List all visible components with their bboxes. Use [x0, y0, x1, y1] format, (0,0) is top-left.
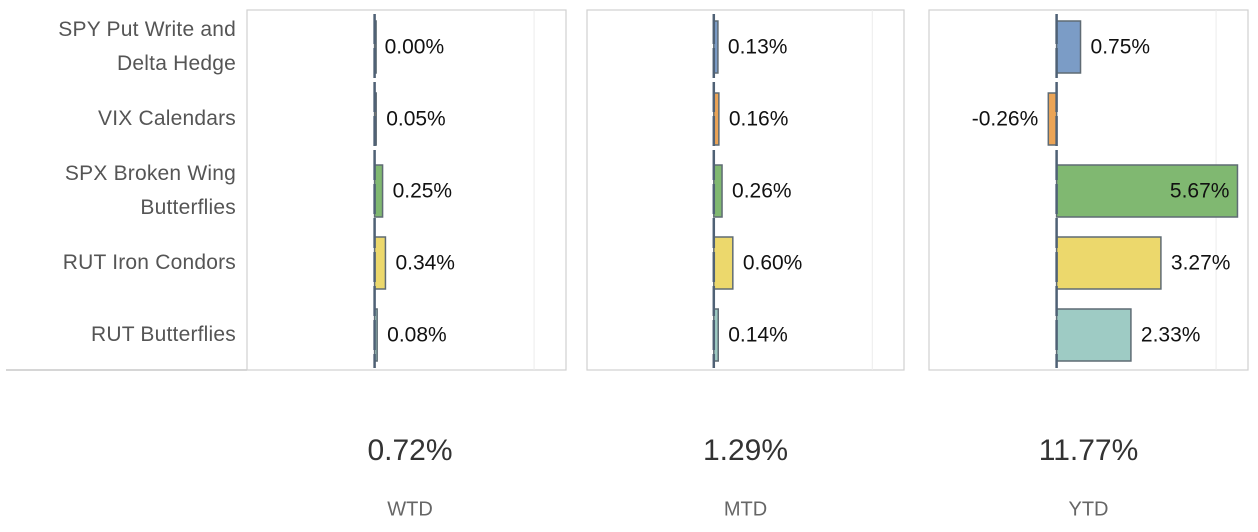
value-label: 3.27% [1171, 252, 1231, 275]
total-value: 11.77% [1039, 434, 1139, 467]
bar [713, 20, 719, 74]
value-label: 5.67% [1170, 180, 1230, 203]
total-value: 0.72% [367, 434, 452, 467]
category-label: RUT Iron Condors [62, 251, 236, 274]
panel-title: MTD [724, 498, 767, 520]
value-label: 0.26% [732, 180, 792, 203]
category-label: SPX Broken Wing Butterflies [64, 162, 236, 219]
value-label: -0.26% [972, 108, 1039, 131]
category-label: RUT Butterflies [91, 323, 236, 346]
value-label: 0.00% [385, 36, 445, 59]
bar [1055, 20, 1082, 74]
bar [373, 236, 387, 290]
bar [1055, 308, 1132, 362]
value-label: 0.60% [743, 252, 803, 275]
panel-frame [586, 9, 905, 371]
value-label: 0.05% [386, 108, 446, 131]
category-label: SPY Put Write and Delta Hedge [58, 18, 236, 75]
value-label: 0.14% [728, 324, 788, 347]
panel-frame [246, 9, 567, 371]
category-label: VIX Calendars [97, 107, 236, 130]
value-label: 0.16% [729, 108, 789, 131]
value-label: 0.13% [728, 36, 788, 59]
total-value: 1.29% [703, 434, 788, 467]
value-label: 0.34% [395, 252, 455, 275]
value-label: 0.75% [1091, 36, 1151, 59]
panel-frame [928, 9, 1249, 371]
panel-title: YTD [1069, 498, 1109, 520]
value-label: 0.08% [387, 324, 447, 347]
bar [1055, 164, 1239, 218]
panel-title: WTD [387, 498, 433, 520]
value-label: 2.33% [1141, 324, 1201, 347]
bar [713, 236, 734, 290]
bar [1055, 236, 1162, 290]
value-label: 0.25% [393, 180, 453, 203]
